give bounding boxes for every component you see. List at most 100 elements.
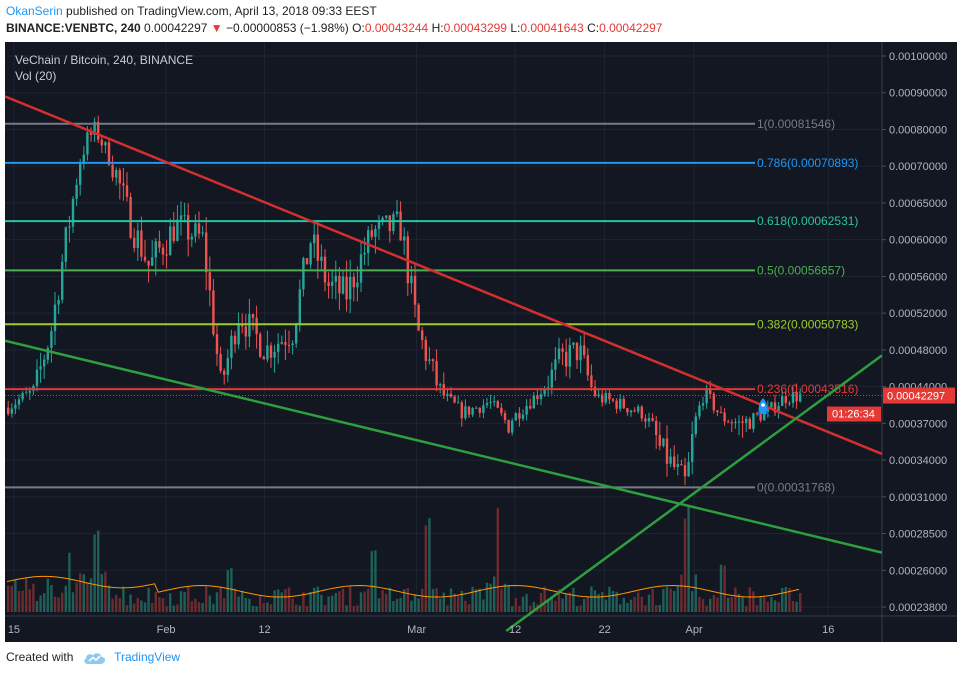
candle-body bbox=[590, 375, 593, 387]
candle-body bbox=[417, 304, 420, 331]
author-link[interactable]: OkanSerin bbox=[6, 4, 63, 18]
candle-body bbox=[147, 260, 150, 266]
candle-body bbox=[403, 236, 406, 241]
volume-bar bbox=[320, 594, 323, 612]
countdown-text: 01:26:34 bbox=[832, 409, 875, 421]
chart-svg[interactable]: 1(0.00081546) 0.786(0.00070893) 0.618(0.00… bbox=[4, 42, 957, 642]
published-text: published on TradingView.com, April 13, … bbox=[66, 4, 377, 18]
volume-bar bbox=[154, 591, 157, 612]
volume-bar bbox=[698, 596, 701, 612]
volume-bar bbox=[424, 525, 427, 612]
candle-body bbox=[223, 370, 226, 375]
candle-body bbox=[331, 281, 334, 286]
candle-body bbox=[25, 392, 28, 394]
volume-bar bbox=[334, 592, 337, 612]
candle-body bbox=[431, 359, 435, 362]
volume-bar bbox=[539, 592, 543, 612]
candle-body bbox=[273, 351, 276, 358]
symbol-info: BINANCE:VENBTC, 240 0.00042297 ▼ −0.0000… bbox=[6, 21, 662, 35]
y-tick-label: 0.00090000 bbox=[889, 88, 947, 100]
volume-bar bbox=[608, 586, 611, 612]
candle-body bbox=[320, 256, 323, 261]
candle-body bbox=[39, 366, 42, 370]
volume-bar bbox=[673, 591, 676, 612]
trendline-lower-channel bbox=[4, 339, 883, 554]
candle-body bbox=[550, 369, 553, 388]
candle-body bbox=[215, 334, 219, 355]
volume-bar bbox=[701, 599, 705, 612]
volume-bar bbox=[471, 586, 474, 612]
volume-bar bbox=[212, 603, 215, 612]
volume-bar bbox=[21, 590, 24, 612]
candle-body bbox=[485, 403, 489, 406]
candle-body bbox=[593, 386, 597, 396]
volume-bar bbox=[140, 600, 143, 612]
volume-bar bbox=[709, 598, 712, 612]
candle-body bbox=[665, 438, 669, 464]
candle-body bbox=[701, 403, 705, 406]
candle-body bbox=[111, 164, 114, 178]
candle-body bbox=[719, 412, 723, 414]
candle-body bbox=[503, 413, 507, 420]
volume-bar bbox=[269, 604, 273, 612]
candle-body bbox=[799, 393, 802, 402]
candle-body bbox=[449, 393, 453, 397]
candle-body bbox=[298, 289, 301, 324]
close-value: 0.00042297 bbox=[599, 21, 663, 35]
candle-body bbox=[781, 396, 784, 406]
volume-bar bbox=[172, 605, 175, 612]
volume-bar bbox=[395, 598, 399, 612]
candle-body bbox=[651, 418, 654, 421]
volume-bar bbox=[683, 518, 687, 612]
volume-bar bbox=[363, 591, 366, 612]
volume-bar bbox=[784, 586, 787, 612]
candle-body bbox=[125, 185, 129, 197]
candle-body bbox=[514, 413, 517, 421]
candle-body bbox=[748, 418, 751, 429]
volume-bar bbox=[507, 584, 510, 612]
volume-bar bbox=[309, 591, 312, 612]
volume-bar bbox=[590, 586, 593, 612]
volume-bar bbox=[349, 585, 352, 612]
volume-bar bbox=[428, 518, 431, 612]
volume-bar bbox=[431, 588, 435, 612]
open-value: 0.00043244 bbox=[364, 21, 429, 35]
chart-area[interactable]: 1(0.00081546) 0.786(0.00070893) 0.618(0.00… bbox=[4, 42, 957, 642]
candle-body bbox=[53, 304, 57, 332]
volume-bar bbox=[550, 597, 553, 612]
candle-body bbox=[151, 257, 154, 266]
volume-bar bbox=[14, 579, 17, 612]
volume-bar bbox=[161, 598, 165, 612]
volume-bar bbox=[489, 583, 492, 612]
volume-bar bbox=[35, 600, 39, 612]
price-axis-background bbox=[882, 42, 957, 616]
volume-bar bbox=[752, 591, 755, 612]
volume-bar bbox=[633, 596, 636, 612]
x-tick-label: Apr bbox=[686, 624, 703, 636]
candle-body bbox=[381, 217, 384, 221]
candle-body bbox=[35, 369, 39, 386]
volume-bar bbox=[525, 593, 528, 612]
tradingview-brand-link[interactable]: TradingView bbox=[114, 650, 181, 664]
chart-title: VeChain / Bitcoin, 240, BINANCE bbox=[15, 53, 193, 67]
candle-body bbox=[118, 170, 121, 184]
candle-body bbox=[698, 405, 701, 417]
candle-body bbox=[367, 230, 370, 254]
open-label: O: bbox=[352, 21, 365, 35]
candle-body bbox=[161, 247, 165, 255]
volume-bar bbox=[341, 588, 345, 612]
high-value: 0.00043299 bbox=[443, 21, 507, 35]
volume-bar bbox=[89, 578, 93, 612]
candle-body bbox=[359, 254, 363, 283]
candle-body bbox=[604, 393, 607, 403]
y-tick-label: 0.00048000 bbox=[889, 345, 947, 357]
candle-body bbox=[712, 393, 715, 411]
volume-bar bbox=[187, 586, 190, 612]
candle-body bbox=[194, 223, 197, 237]
candle-body bbox=[21, 393, 24, 400]
volume-bar bbox=[514, 597, 517, 612]
candle-body bbox=[622, 398, 625, 409]
volume-bar bbox=[57, 597, 60, 612]
candle-body bbox=[309, 243, 312, 265]
candle-body bbox=[644, 418, 647, 422]
